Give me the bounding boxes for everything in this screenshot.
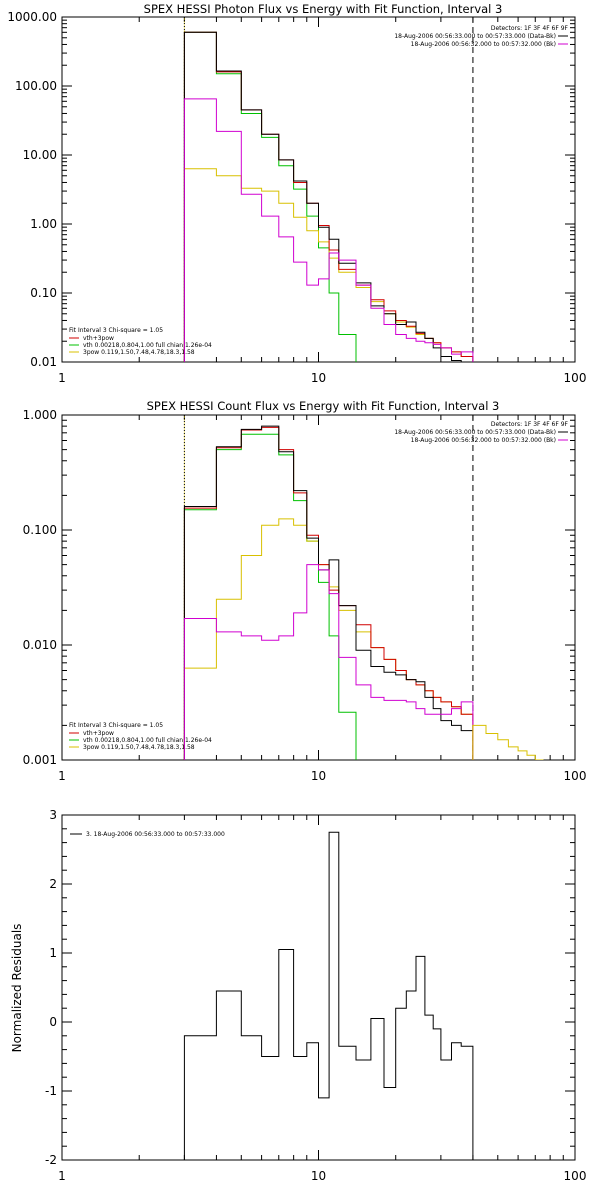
x-tick-label: 10 xyxy=(311,1169,326,1183)
legend-fit-interval: Fit Interval 3 Chi-square = 1.05 xyxy=(69,722,163,729)
y-tick-label: 0.001 xyxy=(23,753,57,767)
y-tick-label: 10.00 xyxy=(23,148,57,162)
series-4-step-line xyxy=(183,564,474,760)
x-tick-label: 1 xyxy=(58,1169,66,1183)
y-tick-label: 3 xyxy=(49,808,57,822)
legend-detectors: Detectors: 1F 3F 4F 6F 9F xyxy=(491,421,569,428)
count-flux-legend-bottom-left: Fit Interval 3 Chi-square = 1.05 vth+3po… xyxy=(69,722,212,751)
x-tick-label: 100 xyxy=(564,371,587,385)
series-group xyxy=(183,425,544,760)
y-tick-label: 0.010 xyxy=(23,638,57,652)
photon-flux-legend-top-right: Detectors: 1F 3F 4F 6F 9F 18-Aug-2006 00… xyxy=(394,25,568,48)
x-tick-label: 100 xyxy=(564,1169,587,1183)
count-flux-panel: SPEX HESSI Count Flux vs Energy with Fit… xyxy=(23,399,587,783)
series-3-step-line xyxy=(183,425,474,760)
y-tick-label: 0 xyxy=(49,1015,57,1029)
x-tick-label: 10 xyxy=(311,769,326,783)
y-tick-label: 0.01 xyxy=(30,355,57,369)
count-flux-legend-top-right: Detectors: 1F 3F 4F 6F 9F 18-Aug-2006 00… xyxy=(394,421,568,444)
photon-flux-legend-bottom-left: Fit Interval 3 Chi-square = 1.05 vth+3po… xyxy=(69,327,212,356)
residuals-legend: 3. 18-Aug-2006 00:56:33.000 to 00:57:33.… xyxy=(70,831,225,838)
x-tick-label: 100 xyxy=(564,769,587,783)
y-tick-label: 1.000 xyxy=(23,408,57,422)
model-tail-step-line xyxy=(472,724,544,760)
y-tick-label: 1000.00 xyxy=(7,10,57,24)
x-tick-label: 1 xyxy=(58,371,66,385)
y-tick-label: 100.00 xyxy=(15,79,57,93)
x-tick-label: 1 xyxy=(58,769,66,783)
residuals-y-label: Normalized Residuals xyxy=(10,924,24,1053)
series-0-step-line xyxy=(183,831,474,1160)
y-tick-label: -1 xyxy=(45,1084,57,1098)
legend-vth: vth 0.00218,0.804,1.00 full chian 1.26e-… xyxy=(83,737,212,744)
legend-fit-interval: Fit Interval 3 Chi-square = 1.05 xyxy=(69,327,163,334)
y-tick-label: 0.100 xyxy=(23,523,57,537)
count-flux-title: SPEX HESSI Count Flux vs Energy with Fit… xyxy=(147,399,500,413)
legend-vth3pow: vth+3pow xyxy=(83,335,114,342)
series-group xyxy=(183,831,474,1160)
legend-vth3pow: vth+3pow xyxy=(83,730,114,737)
x-tick-label: 10 xyxy=(311,371,326,385)
legend-bk: 18-Aug-2006 00:56:32.000 to 00:57:32.000… xyxy=(411,437,556,444)
residuals-panel: Normalized Residuals 3. 18-Aug-2006 00:5… xyxy=(10,808,586,1183)
legend-interval: 3. 18-Aug-2006 00:56:33.000 to 00:57:33.… xyxy=(86,831,225,838)
y-tick-label: -2 xyxy=(45,1153,57,1167)
legend-vth: vth 0.00218,0.804,1.00 full chian 1.26e-… xyxy=(83,342,212,349)
photon-flux-panel: SPEX HESSI Photon Flux vs Energy with Fi… xyxy=(7,2,586,385)
y-tick-label: 1.00 xyxy=(30,217,57,231)
photon-flux-title: SPEX HESSI Photon Flux vs Energy with Fi… xyxy=(144,2,503,16)
y-tick-label: 0.10 xyxy=(30,286,57,300)
series-0-step-line xyxy=(183,433,357,760)
legend-3pow: 3pow 0.119,1.50,7.48,4.78,18.3,1.58 xyxy=(83,349,195,356)
series-3-step-line xyxy=(183,31,474,362)
legend-data-bk: 18-Aug-2006 00:56:33.000 to 00:57:33.000… xyxy=(394,429,556,436)
series-group xyxy=(183,31,474,362)
y-tick-label: 2 xyxy=(49,877,57,891)
legend-detectors: Detectors: 1F 3F 4F 6F 9F xyxy=(491,25,569,32)
legend-data-bk: 18-Aug-2006 00:56:33.000 to 00:57:33.000… xyxy=(394,33,556,40)
series-4-step-line xyxy=(183,98,474,362)
legend-bk: 18-Aug-2006 00:56:32.000 to 00:57:32.000… xyxy=(411,41,556,48)
y-tick-label: 1 xyxy=(49,946,57,960)
legend-3pow: 3pow 0.119,1.50,7.48,4.78,18.3,1.58 xyxy=(83,744,195,751)
series-2-step-line xyxy=(183,426,474,760)
